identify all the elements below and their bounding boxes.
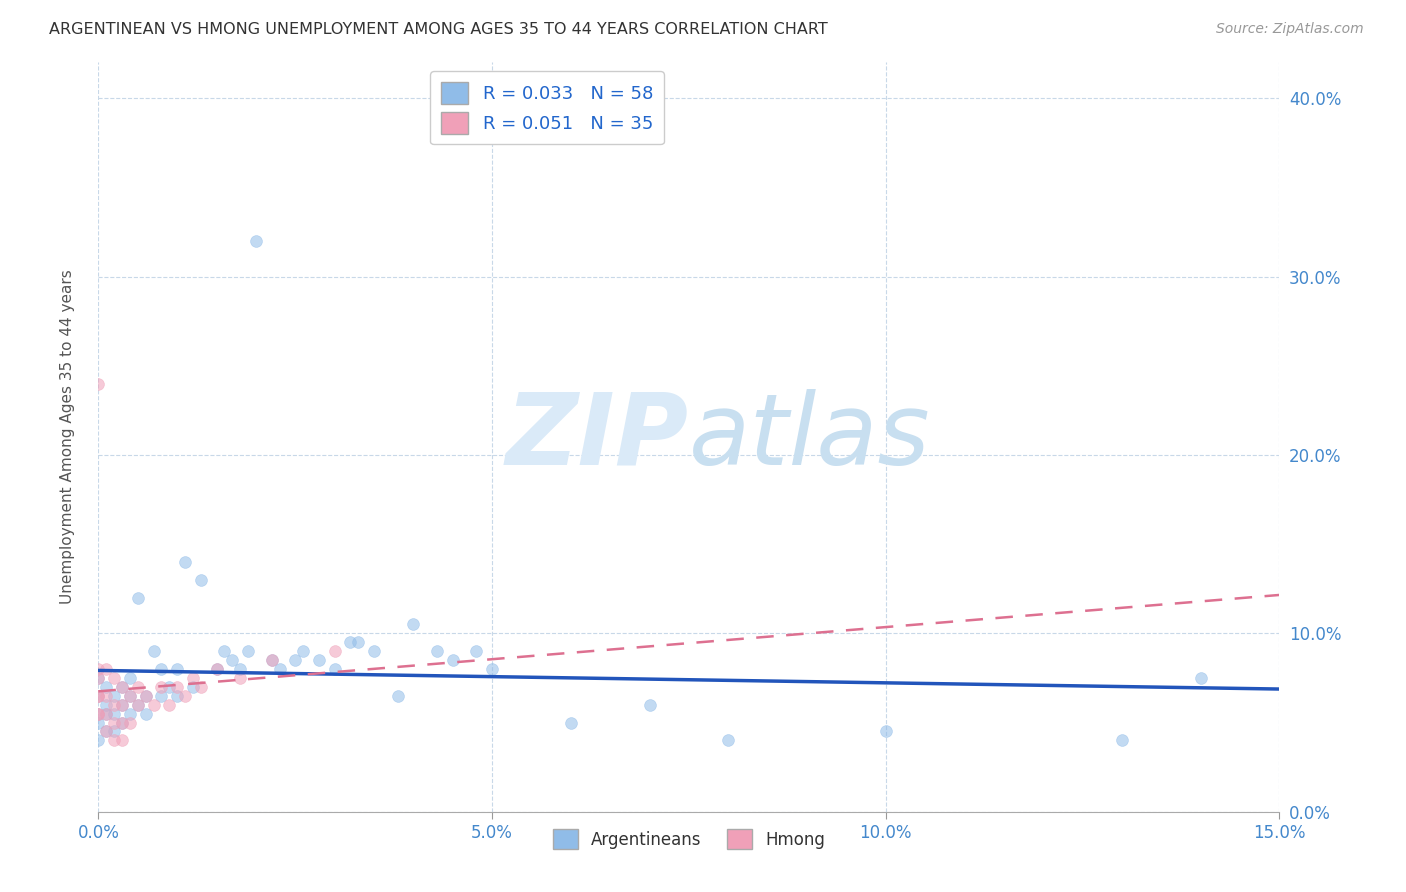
Point xyxy=(638,698,661,712)
Point xyxy=(87,706,110,721)
Point xyxy=(174,555,197,569)
Point xyxy=(717,733,740,747)
Point xyxy=(214,644,236,658)
Point xyxy=(96,706,118,721)
Point xyxy=(127,698,149,712)
Point xyxy=(323,644,346,658)
Text: ZIP: ZIP xyxy=(506,389,689,485)
Point xyxy=(87,715,110,730)
Point xyxy=(111,680,134,694)
Point xyxy=(229,671,252,685)
Point xyxy=(402,617,425,632)
Point xyxy=(875,724,897,739)
Point xyxy=(87,671,110,685)
Point xyxy=(205,662,228,676)
Point xyxy=(87,376,110,391)
Point xyxy=(166,662,188,676)
Point xyxy=(87,706,110,721)
Point xyxy=(103,733,125,747)
Point xyxy=(190,573,212,587)
Point xyxy=(118,689,141,703)
Point xyxy=(260,653,283,667)
Point xyxy=(135,689,157,703)
Point xyxy=(292,644,315,658)
Point xyxy=(87,671,110,685)
Point xyxy=(111,698,134,712)
Point xyxy=(1111,733,1133,747)
Point xyxy=(111,698,134,712)
Point xyxy=(269,662,291,676)
Point xyxy=(150,680,173,694)
Point xyxy=(118,706,141,721)
Point xyxy=(181,680,204,694)
Point xyxy=(221,653,243,667)
Point xyxy=(103,715,125,730)
Point xyxy=(387,689,409,703)
Point xyxy=(481,662,503,676)
Point xyxy=(96,662,118,676)
Point xyxy=(426,644,449,658)
Point xyxy=(236,644,259,658)
Text: Source: ZipAtlas.com: Source: ZipAtlas.com xyxy=(1216,22,1364,37)
Point xyxy=(96,698,118,712)
Text: atlas: atlas xyxy=(689,389,931,485)
Point xyxy=(96,724,118,739)
Point xyxy=(205,662,228,676)
Point xyxy=(118,689,141,703)
Point xyxy=(339,635,361,649)
Point xyxy=(166,680,188,694)
Point xyxy=(103,706,125,721)
Point xyxy=(103,724,125,739)
Point xyxy=(127,698,149,712)
Point xyxy=(229,662,252,676)
Point xyxy=(111,680,134,694)
Point xyxy=(157,698,180,712)
Point xyxy=(111,715,134,730)
Point xyxy=(174,689,197,703)
Point xyxy=(245,234,267,248)
Point xyxy=(135,689,157,703)
Point xyxy=(96,724,118,739)
Point xyxy=(96,680,118,694)
Point xyxy=(1189,671,1212,685)
Point xyxy=(111,733,134,747)
Point xyxy=(150,689,173,703)
Point xyxy=(308,653,330,667)
Point xyxy=(118,671,141,685)
Point xyxy=(150,662,173,676)
Point xyxy=(181,671,204,685)
Point xyxy=(111,715,134,730)
Point xyxy=(135,706,157,721)
Point xyxy=(87,733,110,747)
Text: ARGENTINEAN VS HMONG UNEMPLOYMENT AMONG AGES 35 TO 44 YEARS CORRELATION CHART: ARGENTINEAN VS HMONG UNEMPLOYMENT AMONG … xyxy=(49,22,828,37)
Point xyxy=(142,644,165,658)
Point xyxy=(87,662,110,676)
Point xyxy=(260,653,283,667)
Point xyxy=(96,689,118,703)
Point xyxy=(157,680,180,694)
Point xyxy=(127,680,149,694)
Point xyxy=(323,662,346,676)
Point xyxy=(87,689,110,703)
Point xyxy=(96,706,118,721)
Point xyxy=(87,689,110,703)
Point xyxy=(190,680,212,694)
Point xyxy=(560,715,582,730)
Point xyxy=(118,715,141,730)
Point xyxy=(284,653,307,667)
Point xyxy=(103,671,125,685)
Point xyxy=(363,644,385,658)
Point xyxy=(441,653,464,667)
Y-axis label: Unemployment Among Ages 35 to 44 years: Unemployment Among Ages 35 to 44 years xyxy=(60,269,75,605)
Legend: Argentineans, Hmong: Argentineans, Hmong xyxy=(547,822,831,855)
Point xyxy=(465,644,488,658)
Point xyxy=(103,689,125,703)
Point xyxy=(347,635,370,649)
Point xyxy=(166,689,188,703)
Point xyxy=(87,706,110,721)
Point xyxy=(127,591,149,605)
Point xyxy=(87,689,110,703)
Point xyxy=(103,698,125,712)
Point xyxy=(142,698,165,712)
